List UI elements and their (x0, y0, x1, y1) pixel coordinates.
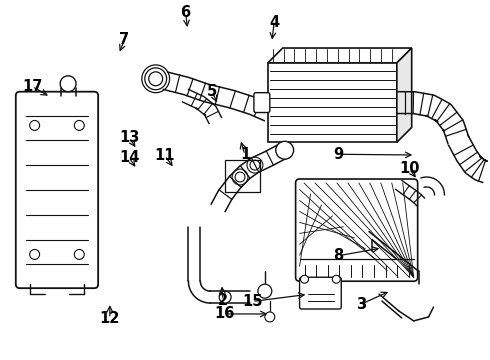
FancyBboxPatch shape (254, 93, 270, 113)
Text: 12: 12 (99, 311, 120, 326)
Text: 6: 6 (181, 5, 191, 20)
Polygon shape (268, 63, 397, 142)
Circle shape (60, 76, 76, 92)
Circle shape (300, 275, 309, 283)
Text: 9: 9 (333, 147, 343, 162)
FancyBboxPatch shape (295, 179, 417, 281)
Text: 2: 2 (218, 293, 228, 308)
Text: 11: 11 (154, 148, 175, 163)
Text: 5: 5 (207, 84, 217, 99)
Circle shape (276, 141, 294, 159)
Text: 4: 4 (269, 15, 279, 30)
Polygon shape (397, 48, 412, 142)
Text: 14: 14 (119, 150, 140, 165)
Circle shape (74, 249, 84, 260)
Circle shape (219, 291, 231, 303)
Text: 10: 10 (399, 161, 419, 176)
Circle shape (332, 275, 340, 283)
Text: 16: 16 (215, 306, 235, 321)
Text: 3: 3 (356, 297, 366, 312)
Text: 13: 13 (119, 130, 140, 145)
FancyBboxPatch shape (16, 92, 98, 288)
Circle shape (265, 312, 275, 322)
Circle shape (258, 284, 272, 298)
Text: 8: 8 (333, 248, 343, 263)
FancyBboxPatch shape (299, 277, 341, 309)
Bar (225, 160, 260, 192)
Circle shape (30, 249, 40, 260)
Text: 7: 7 (120, 32, 129, 48)
Text: 15: 15 (242, 294, 263, 309)
Circle shape (74, 121, 84, 130)
Text: 1: 1 (240, 148, 250, 162)
Text: 17: 17 (22, 79, 42, 94)
Polygon shape (268, 48, 412, 63)
Circle shape (30, 121, 40, 130)
